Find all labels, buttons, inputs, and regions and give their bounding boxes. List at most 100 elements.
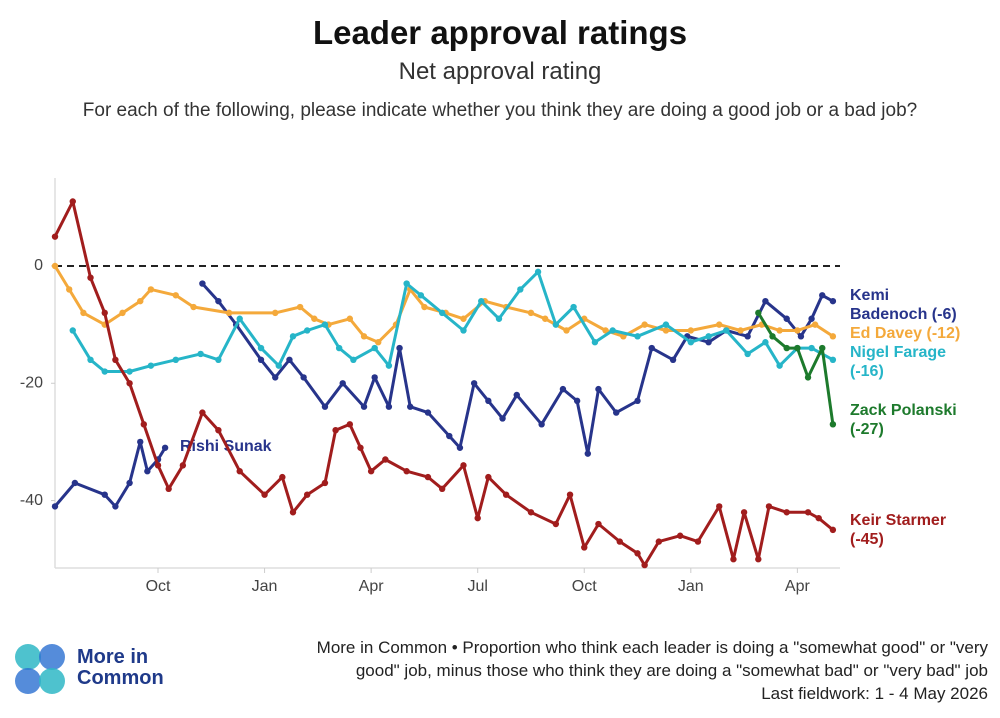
point xyxy=(225,309,233,317)
series-label: Ed Davey (-12) xyxy=(850,325,960,342)
series-label: (-27) xyxy=(850,421,884,438)
point xyxy=(385,362,393,369)
point xyxy=(335,344,343,352)
point xyxy=(199,409,206,416)
point xyxy=(811,321,819,328)
point xyxy=(215,297,222,305)
point xyxy=(794,344,801,352)
point xyxy=(641,321,648,328)
point xyxy=(438,485,446,493)
point xyxy=(762,339,769,346)
point xyxy=(655,538,663,545)
point xyxy=(147,362,155,369)
point xyxy=(261,491,268,498)
point xyxy=(499,415,506,422)
point xyxy=(147,286,155,293)
point xyxy=(485,397,492,405)
series-label: Keir Starmer xyxy=(850,512,946,529)
point xyxy=(765,503,773,510)
point xyxy=(783,315,790,322)
series-label: Zack Polanski xyxy=(850,402,957,419)
point xyxy=(460,327,467,334)
point xyxy=(641,561,648,569)
point xyxy=(80,309,87,317)
x-tick-label: Apr xyxy=(359,578,385,595)
point xyxy=(257,356,265,364)
point xyxy=(190,303,197,311)
point xyxy=(140,421,148,428)
question: For each of the following, please indica… xyxy=(82,100,918,121)
x-tick-label: Oct xyxy=(146,578,171,595)
point xyxy=(236,315,243,322)
x-tick-label: Jan xyxy=(678,578,704,595)
point xyxy=(456,444,464,451)
chart-title: Leader approval ratings xyxy=(312,14,688,51)
point xyxy=(165,485,172,493)
point xyxy=(595,385,602,393)
footnote-line: Last fieldwork: 1 - 4 May 2026 xyxy=(761,684,988,703)
point xyxy=(470,380,478,387)
point xyxy=(332,426,339,434)
point xyxy=(101,368,108,375)
point xyxy=(87,274,94,281)
point xyxy=(303,327,311,334)
point xyxy=(172,356,179,364)
point xyxy=(346,315,354,322)
x-tick-label: Oct xyxy=(572,578,597,595)
point xyxy=(634,333,641,340)
point xyxy=(321,403,329,410)
point xyxy=(687,339,695,346)
point xyxy=(257,344,265,352)
point xyxy=(126,368,133,375)
point xyxy=(367,468,375,475)
logo-text: More in Common xyxy=(77,647,167,689)
point xyxy=(339,380,346,387)
point xyxy=(289,333,297,340)
point xyxy=(407,403,414,410)
point xyxy=(478,297,485,305)
chart-subtitle: Net approval rating xyxy=(398,58,602,85)
point xyxy=(199,280,206,287)
point xyxy=(634,397,641,405)
series-line xyxy=(53,200,834,567)
point xyxy=(716,321,723,328)
point xyxy=(403,280,410,287)
point xyxy=(446,432,453,440)
footnote-line: More in Common • Proportion who think ea… xyxy=(316,638,988,657)
point xyxy=(215,356,222,364)
point xyxy=(51,233,59,240)
point xyxy=(126,479,133,487)
point xyxy=(485,473,492,481)
point xyxy=(51,503,59,510)
point xyxy=(662,321,670,328)
point xyxy=(360,333,368,340)
point xyxy=(829,297,837,305)
point xyxy=(829,421,837,428)
point xyxy=(144,468,151,475)
point xyxy=(804,374,812,381)
point xyxy=(289,509,297,516)
point xyxy=(566,491,574,498)
point xyxy=(744,333,751,340)
point xyxy=(87,356,94,364)
point xyxy=(321,479,329,487)
point xyxy=(591,339,599,346)
point xyxy=(648,344,655,352)
point xyxy=(687,327,695,334)
point xyxy=(669,356,677,364)
point xyxy=(517,286,524,293)
point xyxy=(740,509,748,516)
series-label: Kemi xyxy=(850,287,889,304)
y-tick-label: -20 xyxy=(20,374,43,391)
point xyxy=(385,403,393,410)
point xyxy=(723,327,730,334)
point xyxy=(541,315,549,322)
point xyxy=(581,544,588,551)
point xyxy=(527,309,535,317)
point xyxy=(613,409,620,416)
point xyxy=(346,421,354,428)
point xyxy=(71,479,79,487)
point xyxy=(172,292,179,299)
point xyxy=(137,438,144,446)
